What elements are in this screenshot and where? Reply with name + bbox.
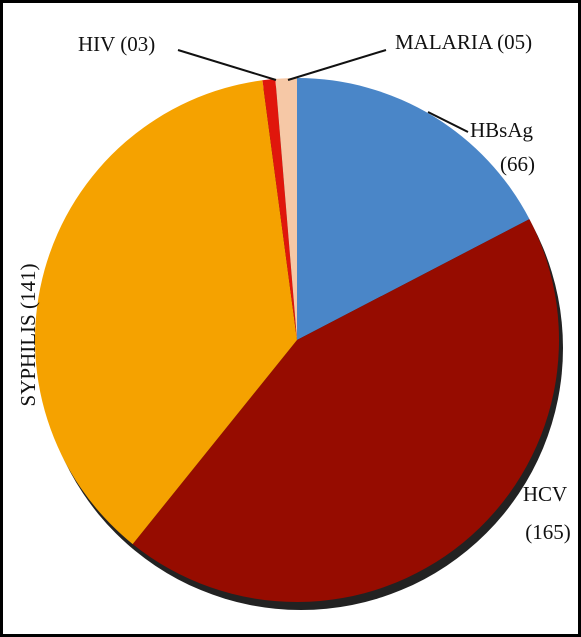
category-label: HIV (78, 32, 115, 56)
pie-slice (262, 78, 297, 340)
value-label: (165) (525, 520, 571, 544)
category-label: MALARIA (395, 30, 494, 54)
leader-line (427, 111, 469, 133)
slice-label: HIV (03) (78, 32, 155, 56)
slice-label: MALARIA (05) (395, 30, 532, 54)
pie-slice (132, 219, 559, 603)
category-label: SYPHILIS (16, 314, 40, 406)
category-label: HBsAg (470, 118, 534, 142)
value-label: (03) (120, 32, 155, 56)
value-label: (141) (16, 264, 40, 310)
value-label: (05) (497, 30, 532, 54)
pie-slice (34, 80, 297, 545)
value-label: (66) (500, 152, 535, 176)
pie-slice (297, 78, 530, 340)
slice-label: SYPHILIS (141) (16, 264, 40, 407)
pie-slice (275, 78, 297, 340)
leader-line (177, 49, 277, 81)
leader-line (287, 49, 387, 81)
category-label: HCV (523, 482, 567, 506)
